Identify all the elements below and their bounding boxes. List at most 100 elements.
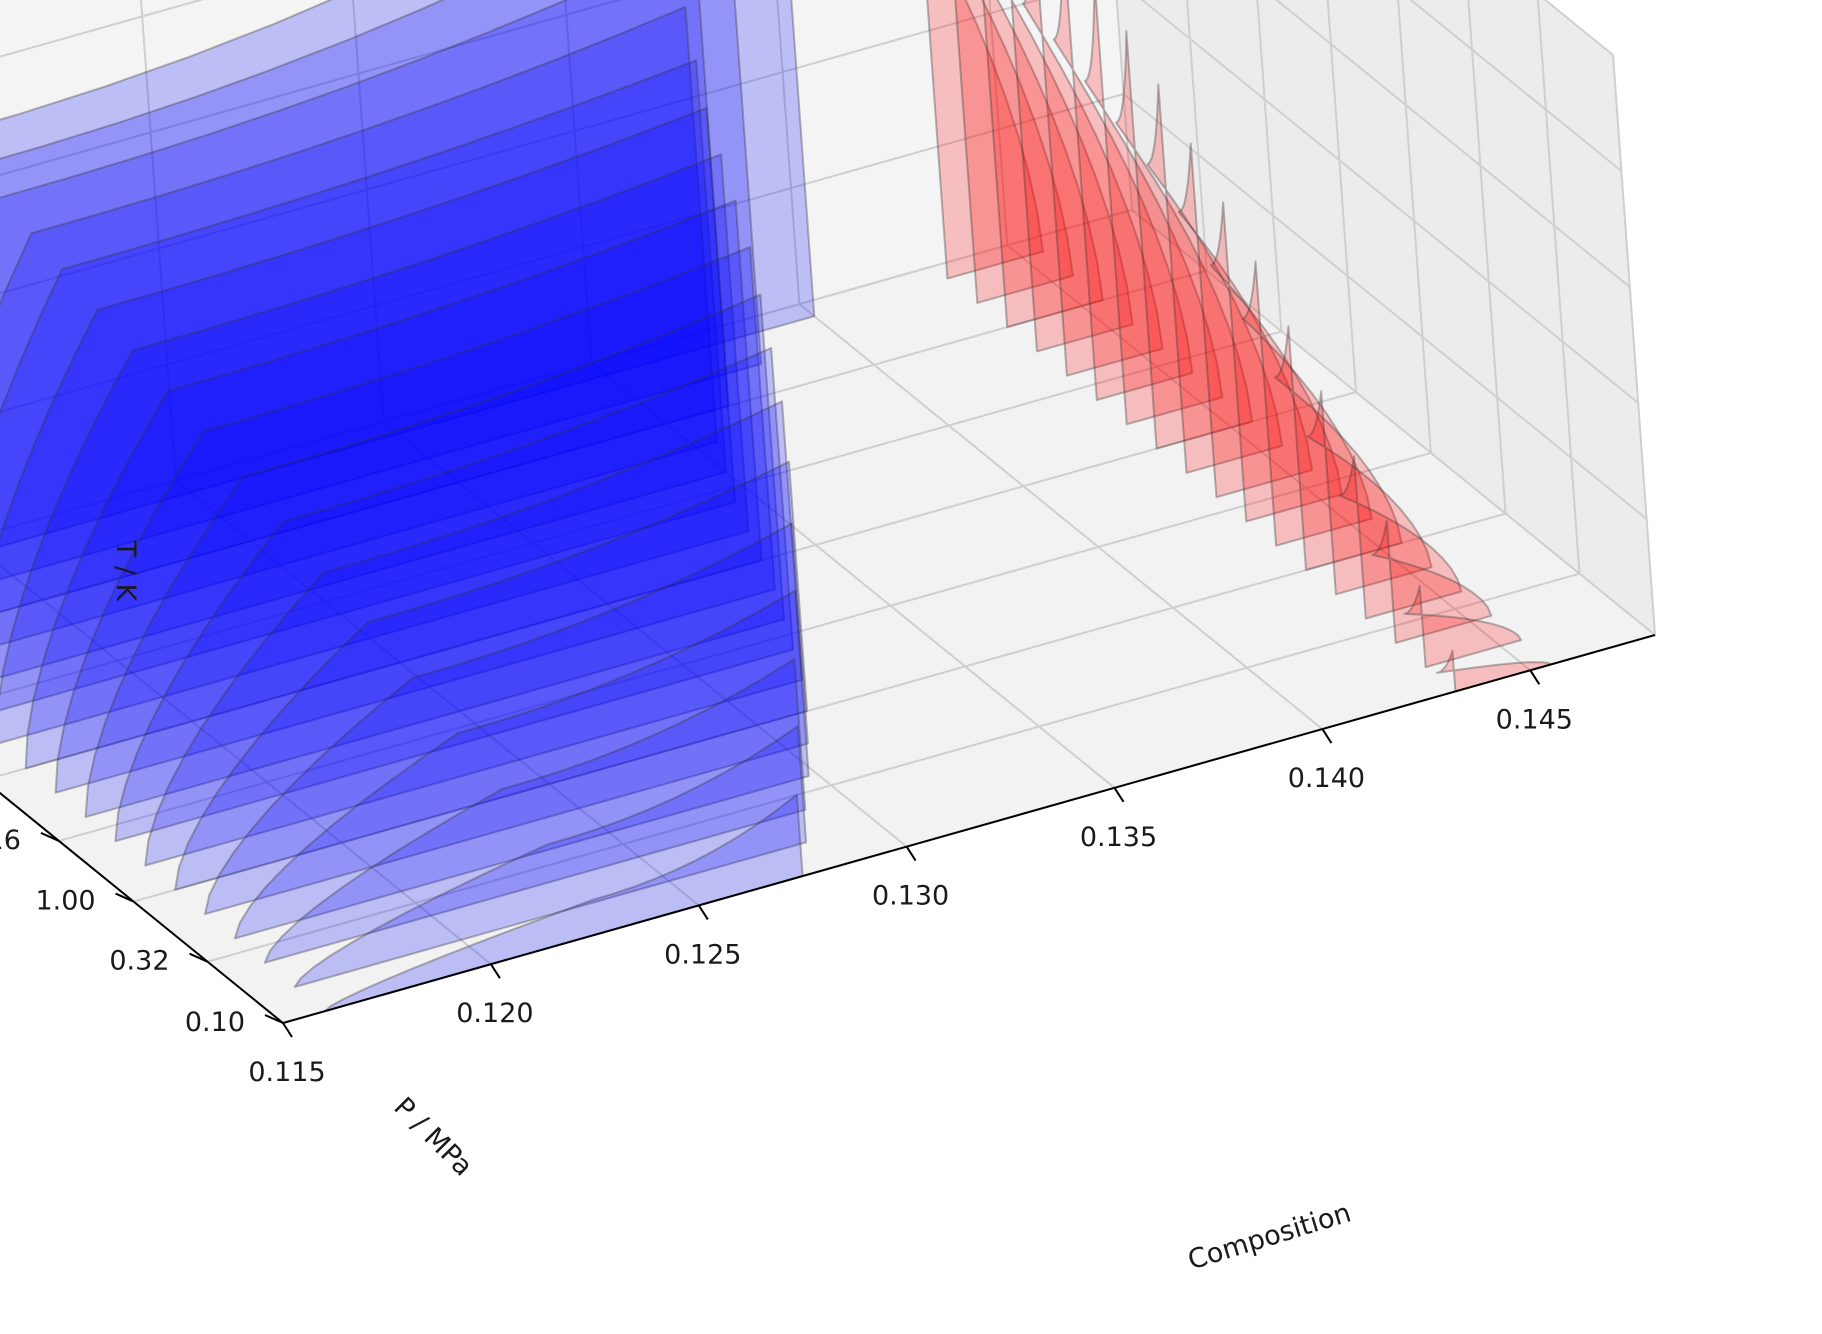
gridline-x-floor [382,420,908,848]
x-tick-mark [697,904,709,920]
red-surface-sheet [1083,0,1224,426]
blue-surface-sheet [144,400,804,867]
red-surface-sheet [1338,455,1463,620]
x-tick-label: 0.120 [456,998,533,1029]
blue-surface-sheet [24,199,763,770]
red-surface-sheet [982,0,1104,329]
z-axis-label: T / K [110,540,141,603]
gridline-p-side [1467,0,1507,514]
blue-surface-sheet [84,293,785,818]
gridline-p-floor [207,572,1580,963]
gridline-x-back [352,0,385,422]
red-surface-sheet [1371,520,1493,644]
red-surface-sheet [1177,142,1313,499]
gridline-x-floor [175,479,700,907]
x-tick-label: 0.145 [1496,704,1573,735]
red-surface-sheet [1436,649,1553,693]
blue-surface-sheet [0,6,718,646]
gridline-x-back [988,0,1009,246]
x-tick-label: 0.115 [248,1057,325,1088]
gridline-p-floor [0,269,1207,613]
y-tick-mark [264,1014,284,1024]
x-tick-label: 0.135 [1080,822,1157,853]
blue-surface-sheet [263,658,807,964]
gridline-p-side [1186,0,1208,271]
x-tick-mark [1529,669,1541,685]
gridline-t-side [1275,0,1631,288]
red-surface-sheet [954,0,1074,304]
gridline-p-side [1612,54,1656,636]
x-tick-label: 0.125 [664,939,741,970]
gridline-x-floor [1006,244,1531,672]
gridline-p-side [1115,0,1133,211]
blue-surface-sheet [174,460,809,891]
x-tick-mark [282,1022,293,1038]
y-tick-label: 0.10 [185,1007,245,1038]
gridline-t-back [0,93,1124,413]
y-axis-line [0,791,284,1024]
blue-surface-sheet [0,106,737,712]
blue-surface-sheet [114,347,795,843]
red-surface-sheet [1209,201,1343,523]
gridline-x-back [140,0,177,481]
x-tick-mark [490,963,501,979]
gridline-p-floor [58,451,1432,842]
x-tick-label: 0.140 [1288,763,1365,794]
blue-surface-sheet [0,59,727,679]
gridline-p-side [1536,0,1581,574]
red-surface-sheet [1010,0,1134,353]
gridline-t-side [1409,0,1623,172]
y-tick-label: 1.00 [35,886,95,917]
red-surface-sheet [1403,585,1523,669]
blue-surface-sheet [204,522,809,916]
blue-surface-sheet [0,0,816,548]
gridline-p-floor [0,330,1282,695]
x-axis-line [282,634,1656,1024]
red-surface-sheet [1274,325,1403,571]
axes [0,634,1656,1038]
x-tick-mark [905,846,917,862]
blue-surface-sheet [293,725,808,988]
red-surface-sheet [1306,390,1433,596]
blue-surface-sheet [0,153,750,744]
gridlines [0,0,1656,1024]
tick-labels: 0.115 0.120 0.125 0.130 0.135 0.140 0.145 0.10 0… [0,704,1573,1088]
red-surface-sheet [926,0,1044,280]
x-tick-mark [1321,728,1333,744]
red-surface-sheet [1115,30,1254,450]
gridline-t-back [0,0,1042,295]
gridline-x-floor [0,563,492,965]
gridline-x-back [564,0,593,363]
red-surface-sheet [1241,260,1373,547]
y-tick-mark [40,831,60,842]
gridline-x-floor [798,303,1324,730]
gridline-t-back [0,209,1133,532]
y-axis-label: P / MPa [388,1092,479,1183]
y-tick-label: 3.16 [0,825,21,856]
blue-surface-sheet [323,793,804,1013]
y-tick-mark [115,892,135,903]
gridline-p-floor [0,391,1357,777]
y-tick-mark [189,952,208,963]
x-axis-label: Composition [1184,1197,1354,1276]
gridline-t-side [1140,0,1639,404]
blue-surface-sheet [0,0,763,581]
blue-surface-sheet [54,246,776,794]
gridline-t-side [1122,93,1648,520]
red-surface-sheet [1052,0,1194,401]
x-tick-label: 0.130 [872,881,949,912]
gridline-p-floor [133,512,1506,903]
gridline-x-back [776,0,801,305]
gridline-t-side [1131,209,1656,636]
gridline-p-side [1326,0,1358,393]
gridline-t-back [0,0,623,177]
gridline-p-side [1397,0,1432,453]
gridline-x-floor [590,362,1116,789]
blue-surface-sheet [0,0,730,614]
x-tick-mark [1113,787,1125,803]
gridline-p-side [1256,0,1283,332]
red-surface-sheet [1022,0,1164,377]
y-tick-label: 0.32 [109,946,169,977]
red-surface-sheet [1146,83,1284,474]
